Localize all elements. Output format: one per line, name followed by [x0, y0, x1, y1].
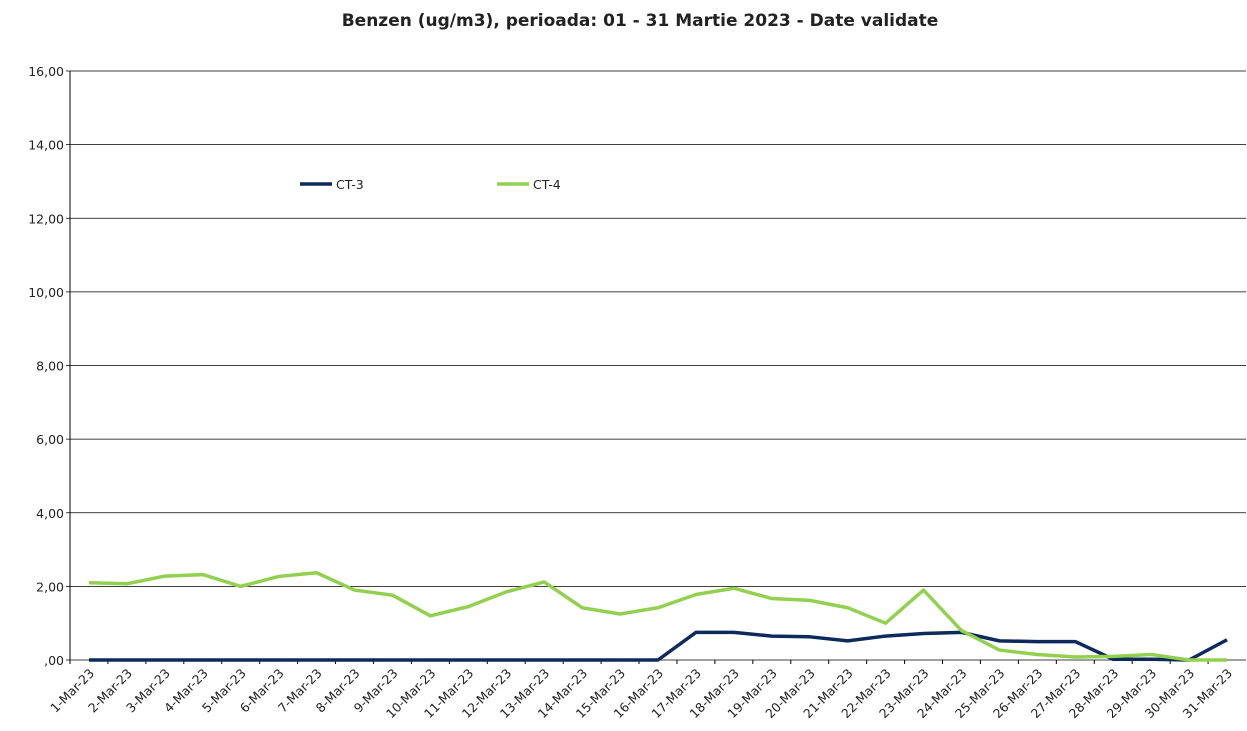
y-tick-label: 2,00	[36, 579, 64, 594]
legend-label: CT-4	[533, 177, 561, 192]
series-line	[88, 571, 1228, 662]
y-tick-label: 16,00	[28, 64, 64, 79]
y-tick-label: ,00	[44, 653, 64, 668]
chart-title: Benzen (ug/m3), perioada: 01 - 31 Martie…	[342, 11, 939, 31]
y-tick-label: 4,00	[36, 506, 64, 521]
series-line	[88, 630, 1228, 662]
legend-label: CT-3	[336, 177, 364, 192]
y-tick-label: 14,00	[28, 138, 64, 153]
y-tick-label: 12,00	[28, 211, 64, 226]
y-tick-label: 10,00	[28, 285, 64, 300]
y-tick-label: 8,00	[36, 359, 64, 374]
y-tick-label: 6,00	[36, 432, 64, 447]
